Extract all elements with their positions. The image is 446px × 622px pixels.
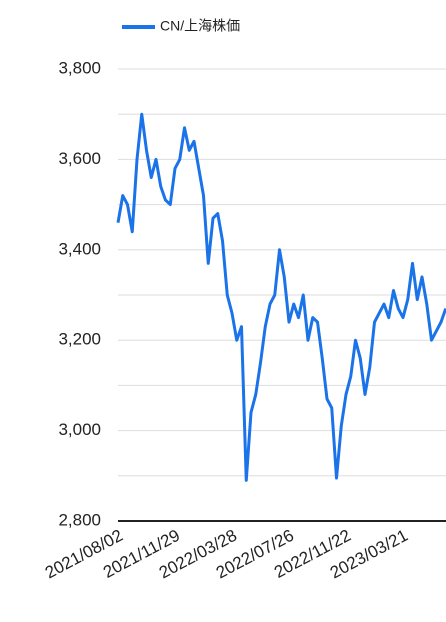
data-line <box>116 112 446 482</box>
y-tick-label: 3,600 <box>58 149 101 168</box>
y-tick-label: 3,200 <box>58 330 101 349</box>
legend-label: CN/上海株価 <box>160 18 240 34</box>
y-tick-label: 3,800 <box>58 58 101 77</box>
y-tick-label: 3,000 <box>58 420 101 439</box>
y-tick-label: 2,800 <box>58 510 101 529</box>
y-tick-label: 3,400 <box>58 239 101 258</box>
